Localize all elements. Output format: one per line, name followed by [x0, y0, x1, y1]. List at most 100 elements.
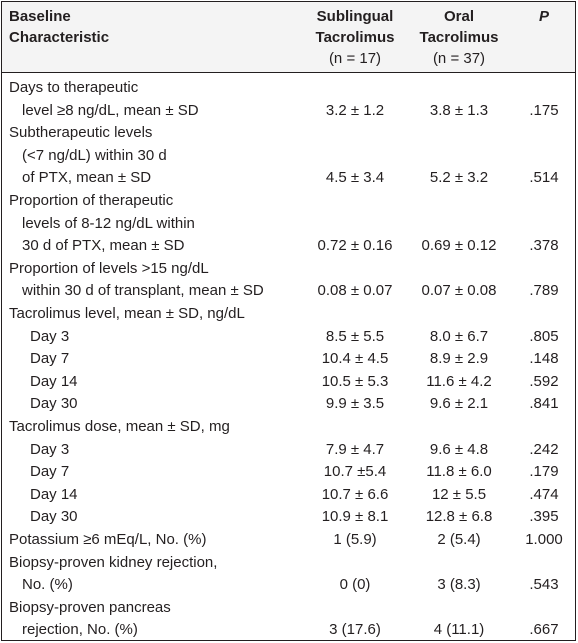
header-p-value: P	[514, 6, 574, 27]
sublingual-value: 3 (17.6)	[329, 621, 381, 639]
row-sublabel: Day 3	[30, 327, 70, 345]
oral-value: 9.6 ± 2.1	[429, 395, 489, 413]
table-row: Biopsy-proven pancreas rejection, No. (%)…	[2, 597, 575, 642]
row-label: of PTX, mean ± SD	[22, 169, 152, 187]
sublingual-value: 0.72 ± 0.16	[317, 237, 393, 255]
table-row: Subtherapeutic levels (<7 ng/dL) within 3…	[2, 122, 575, 190]
p-value: .395	[529, 508, 559, 526]
row-label: level ≥8 ng/dL, mean ± SD	[22, 101, 199, 119]
header-n: (n = 17)	[328, 50, 382, 67]
sublingual-value: 1 (5.9)	[333, 531, 377, 548]
header-oral: Oral Tacrolimus (n = 37)	[404, 6, 514, 69]
oral-value: 11.8 ± 6.0	[426, 463, 492, 481]
sublingual-value: 9.9 ± 3.5	[325, 395, 385, 413]
row-sublabel: Day 14	[30, 372, 78, 390]
p-value: .789	[529, 282, 559, 300]
row-sublabel: Day 3	[30, 440, 70, 458]
sublingual-value: 10.7 ± 6.6	[321, 485, 389, 503]
header-text: Baseline	[9, 8, 71, 25]
oral-value: 3 (8.3)	[437, 576, 481, 594]
p-value: .841	[529, 395, 559, 413]
p-value: .242	[529, 440, 559, 458]
row-label: Proportion of therapeutic	[9, 192, 174, 209]
row-sublabel: Day 30	[30, 508, 78, 526]
p-value: .378	[529, 237, 559, 255]
header-characteristic: Baseline Characteristic	[9, 6, 109, 48]
oral-value: 0.69 ± 0.12	[421, 237, 497, 255]
sublingual-value: 10.7 ±5.4	[323, 463, 387, 481]
row-sublabel: Day 30	[30, 395, 78, 413]
header-text: Oral	[443, 8, 474, 25]
p-value: .474	[529, 485, 559, 503]
row-label: Biopsy-proven pancreas	[9, 598, 171, 616]
sublingual-value: 4.5 ± 3.4	[325, 169, 385, 187]
oral-value: 2 (5.4)	[437, 531, 481, 548]
oral-value: 3.8 ± 1.3	[429, 101, 489, 119]
header-text: P	[538, 8, 549, 25]
table-row: Proportion of levels >15 ng/dL within 30 …	[2, 258, 575, 303]
sublingual-value: 0 (0)	[339, 576, 371, 594]
header-text: Tacrolimus	[315, 29, 395, 46]
p-value: .592	[529, 372, 559, 390]
sublingual-value: 7.9 ± 4.7	[325, 440, 385, 458]
oral-value: 4 (11.1)	[433, 621, 485, 639]
row-sublabel: Day 7	[30, 463, 70, 481]
row-label: Tacrolimus dose, mean ± SD, mg	[9, 418, 230, 435]
table-row: Day 14 10.7 ± 6.6 12 ± 5.5 .474	[2, 484, 575, 507]
row-label: Proportion of levels >15 ng/dL	[9, 259, 209, 277]
p-value: .175	[529, 101, 559, 119]
table-row: Day 7 10.4 ± 4.5 8.9 ± 2.9 .148	[2, 348, 575, 371]
table-row: Potassium ≥6 mEq/L, No. (%) 1 (5.9) 2 (5.4…	[2, 529, 575, 552]
oral-value: 0.07 ± 0.08	[421, 282, 497, 300]
row-label: Tacrolimus level, mean ± SD, ng/dL	[9, 305, 245, 322]
oral-value: 11.6 ± 4.2	[426, 372, 492, 390]
table-row: Day 3 7.9 ± 4.7 9.6 ± 4.8 .242	[2, 439, 575, 462]
sublingual-value: 0.08 ± 0.07	[317, 282, 393, 300]
header-sublingual: Sublingual Tacrolimus (n = 17)	[300, 6, 410, 69]
oral-value: 12 ± 5.5	[431, 485, 487, 503]
row-label: 30 d of PTX, mean ± SD	[22, 237, 185, 255]
row-label: Potassium ≥6 mEq/L, No. (%)	[9, 531, 207, 548]
header-text: Tacrolimus	[419, 29, 499, 46]
table-row: Proportion of therapeutic levels of 8-12 …	[2, 190, 575, 258]
row-sublabel: Day 14	[30, 485, 78, 503]
table-row: Day 14 10.5 ± 5.3 11.6 ± 4.2 .592	[2, 371, 575, 394]
table-row: Day 30 10.9 ± 8.1 12.8 ± 6.8 .395	[2, 506, 575, 529]
oral-value: 8.0 ± 6.7	[429, 327, 489, 345]
table-row: Days to therapeutic level ≥8 ng/dL, mean …	[2, 77, 575, 122]
oral-value: 5.2 ± 3.2	[429, 169, 489, 187]
p-value: .543	[529, 576, 559, 594]
table-row: Tacrolimus dose, mean ± SD, mg	[2, 416, 575, 439]
header-text: Characteristic	[9, 29, 110, 46]
header-text: Sublingual	[316, 8, 394, 25]
table-row: Day 7 10.7 ±5.4 11.8 ± 6.0 .179	[2, 461, 575, 484]
p-value: .148	[529, 350, 559, 368]
oral-value: 9.6 ± 4.8	[429, 440, 489, 458]
oral-value: 8.9 ± 2.9	[429, 350, 489, 368]
sublingual-value: 8.5 ± 5.5	[325, 327, 385, 345]
p-value: .514	[529, 169, 559, 187]
header-n: (n = 37)	[432, 50, 486, 67]
table-row: Day 30 9.9 ± 3.5 9.6 ± 2.1 .841	[2, 393, 575, 416]
sublingual-value: 3.2 ± 1.2	[325, 101, 385, 119]
p-value: 1.000	[525, 531, 563, 548]
row-label: Biopsy-proven kidney rejection,	[9, 553, 218, 571]
row-label: Subtherapeutic levels	[9, 124, 153, 142]
row-label: (<7 ng/dL) within 30 d	[22, 146, 167, 164]
sublingual-value: 10.5 ± 5.3	[321, 372, 389, 390]
row-sublabel: Day 7	[30, 350, 70, 368]
sublingual-value: 10.4 ± 4.5	[321, 350, 389, 368]
row-label: within 30 d of transplant, mean ± SD	[22, 282, 264, 300]
p-value: .179	[529, 463, 559, 481]
table-row: Tacrolimus level, mean ± SD, ng/dL	[2, 303, 575, 326]
p-value: .667	[529, 621, 559, 639]
p-value: .805	[529, 327, 559, 345]
oral-value: 12.8 ± 6.8	[425, 508, 493, 526]
table-row: Day 3 8.5 ± 5.5 8.0 ± 6.7 .805	[2, 326, 575, 349]
row-label: No. (%)	[22, 576, 73, 594]
table-header: Baseline Characteristic Sublingual Tacro…	[2, 2, 575, 73]
row-label: Days to therapeutic	[9, 79, 139, 96]
sublingual-value: 10.9 ± 8.1	[321, 508, 389, 526]
table-row: Biopsy-proven kidney rejection, No. (%) 0 …	[2, 552, 575, 597]
